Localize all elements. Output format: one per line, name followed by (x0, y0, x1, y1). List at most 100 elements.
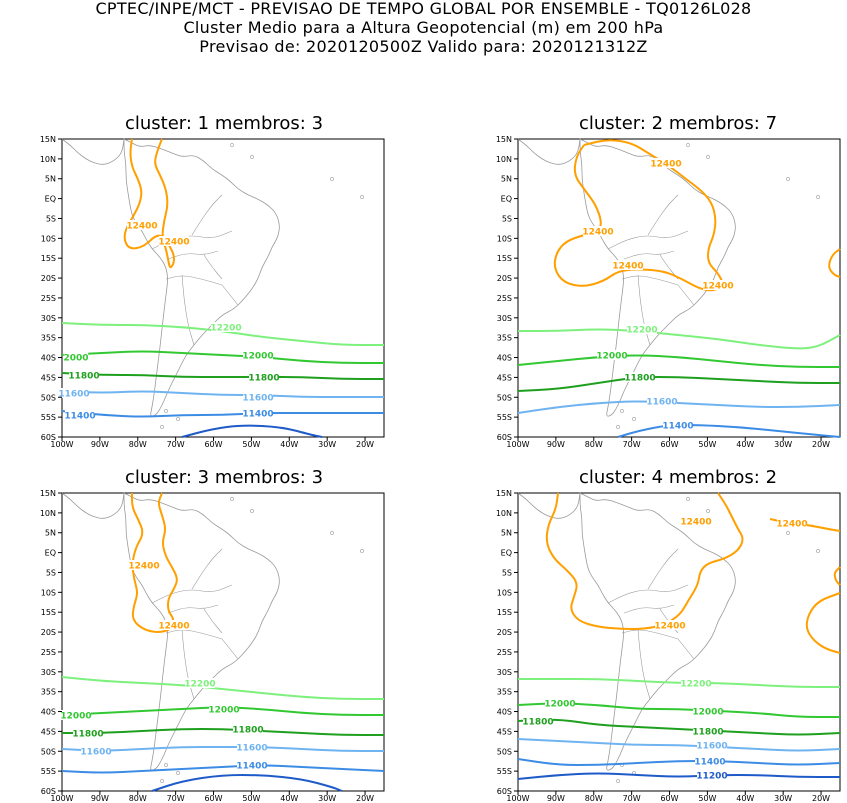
contour-label-bg (69, 370, 99, 380)
lon-tick-label: 60W (660, 794, 678, 803)
contour-label-bg (693, 726, 723, 736)
contour-line-c12400 (545, 492, 744, 630)
lon-tick-label: 40W (280, 794, 298, 803)
contour-label-bg (129, 560, 159, 570)
contour-line-c11600 (61, 390, 384, 398)
lat-tick-label: EQ (501, 195, 512, 204)
country-border (191, 548, 223, 590)
lon-tick-label: 20W (356, 794, 374, 803)
lon-tick-label: 60W (204, 794, 222, 803)
island (620, 409, 624, 413)
lat-tick-label: 5N (45, 529, 56, 538)
panel-3-title: cluster: 3 membros: 3 (124, 467, 324, 488)
lat-tick-label: 35S (41, 334, 56, 343)
contour-lines (517, 492, 841, 780)
lat-tick-label: 15N (496, 489, 512, 498)
island (616, 779, 620, 783)
contour-label: 11600 (236, 744, 267, 754)
island (176, 417, 180, 421)
lon-tick-label: 40W (280, 440, 298, 449)
contour-label-bg (703, 280, 733, 290)
contour-line-c12400 (828, 248, 841, 278)
lat-tick-label: 30S (41, 668, 56, 677)
country-border (165, 629, 223, 640)
contour-label-bg (61, 710, 91, 720)
lat-tick-label: 20S (497, 628, 512, 637)
lon-tick-label: 30W (774, 440, 792, 449)
map-3-svg: 12400 12400 12200 12000 12000 11800 11800 11600… (40, 489, 385, 803)
contour-label: 12000 (208, 706, 239, 716)
contour-label-bg (693, 706, 723, 716)
contour-label-bg (63, 352, 89, 362)
lat-tick-label: 25S (41, 648, 56, 657)
lat-tick-label: 35S (41, 688, 56, 697)
country-border (637, 628, 651, 700)
contour-label-bg (211, 322, 241, 332)
lon-tick-label: 70W (167, 440, 185, 449)
contour-line-c11400 (617, 424, 841, 438)
contour-label: 12400 (612, 262, 643, 272)
map-frame (517, 492, 841, 792)
lat-tick-label: 10N (40, 155, 56, 164)
lat-tick-label: EQ (501, 549, 512, 558)
lat-tick-label: 45S (41, 373, 56, 382)
island (816, 549, 820, 553)
lat-tick-label: 15S (497, 608, 512, 617)
lat-tick-label: 15S (41, 608, 56, 617)
contour-label-bg (777, 518, 807, 528)
country-border (659, 254, 679, 280)
contour-label-bg (583, 226, 613, 236)
contour-label: 12400 (582, 228, 613, 238)
contour-label-bg (695, 756, 725, 766)
panel-1-title: cluster: 1 membros: 3 (124, 113, 324, 134)
contour-line-c11200 (151, 774, 343, 792)
contour-label: 11200 (696, 772, 727, 782)
contour-label: 12400 (128, 562, 159, 572)
lon-tick-label: 40W (736, 440, 754, 449)
lon-tick-label: 90W (91, 794, 109, 803)
lon-tick-label: 50W (698, 794, 716, 803)
contour-label: 12200 (626, 326, 657, 336)
island (330, 531, 334, 535)
lat-tick-label: 10S (497, 588, 512, 597)
contour-label: 11800 (692, 728, 723, 738)
country-border (647, 194, 679, 236)
country-border (181, 274, 195, 346)
contour-label-bg (663, 420, 693, 430)
island (330, 177, 334, 181)
contour-label: 12400 (158, 622, 189, 632)
lat-tick-label: 5S (502, 568, 512, 577)
country-border (621, 275, 679, 286)
lat-tick-label: 10S (41, 588, 56, 597)
lat-tick-label: 40S (497, 708, 512, 717)
lat-tick-label: 15N (40, 135, 56, 144)
island (706, 155, 710, 159)
lat-tick-label: 30S (41, 314, 56, 323)
contour-label-bg (243, 350, 273, 360)
lat-tick-label: 20S (497, 274, 512, 283)
lat-tick-label: 10S (497, 234, 512, 243)
lon-tick-label: 90W (547, 794, 565, 803)
island (360, 549, 364, 553)
contour-line-c12000 (517, 702, 840, 718)
island (176, 771, 180, 775)
country-border (165, 275, 223, 286)
lat-tick-label: 50S (497, 393, 512, 402)
contour-line-c12000 (61, 350, 384, 364)
island (250, 509, 254, 513)
contour-label-bg (249, 372, 279, 382)
contour-line-c11400 (61, 410, 384, 418)
contour-label-bg (81, 746, 111, 756)
coastline (61, 492, 364, 783)
map-frame (61, 492, 385, 792)
lat-tick-label: 20S (41, 274, 56, 283)
contour-line-c11200 (181, 424, 323, 438)
contour-label: 11800 (624, 374, 655, 384)
lat-tick-label: EQ (45, 549, 56, 558)
lat-tick-label: 10N (496, 155, 512, 164)
lat-tick-label: 60S (497, 787, 512, 796)
contour-label: 12400 (654, 622, 685, 632)
contour-label-bg (647, 396, 677, 406)
contour-label: 12400 (126, 222, 157, 232)
